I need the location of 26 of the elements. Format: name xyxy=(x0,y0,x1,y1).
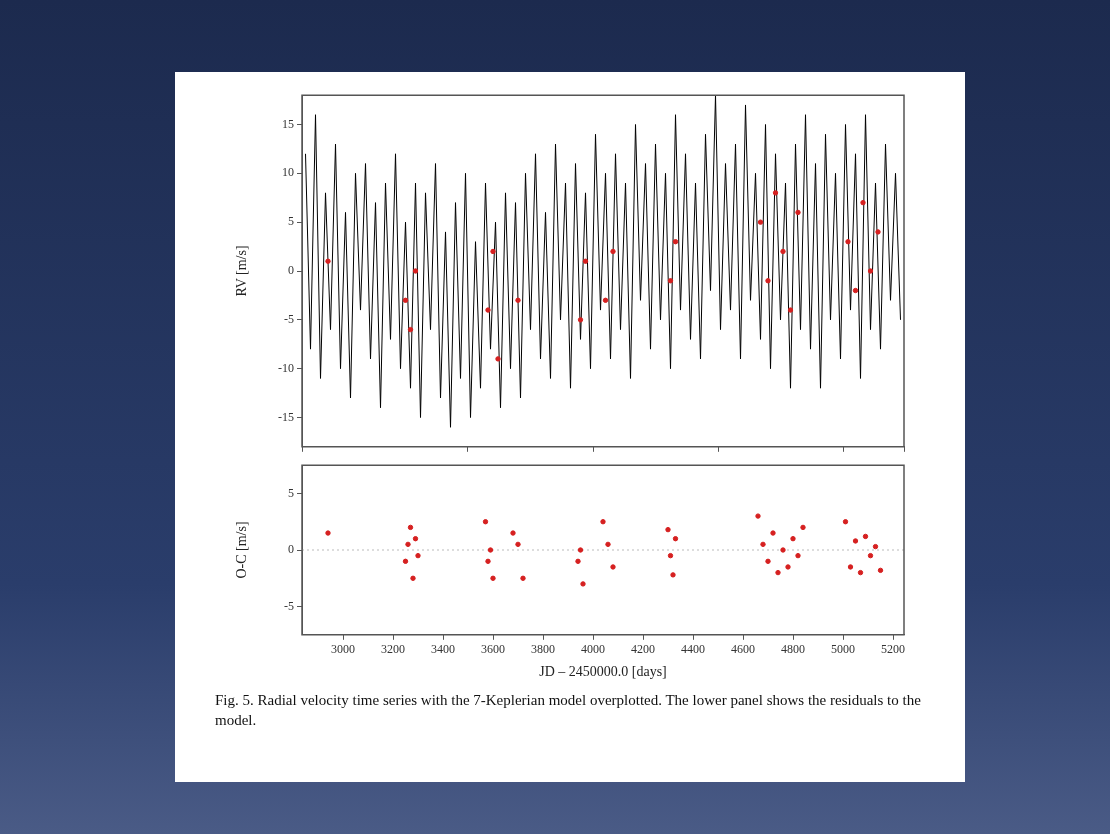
x-tick-label: 5000 xyxy=(831,642,855,657)
x-tick-label: 3800 xyxy=(531,642,555,657)
y-tick-label: -10 xyxy=(278,360,294,375)
y-tick-label: 5 xyxy=(288,214,294,229)
x-tick-label: 3600 xyxy=(481,642,505,657)
y-tick-label: 5 xyxy=(288,485,294,500)
y-tick-label: 0 xyxy=(288,542,294,557)
y-tick-label: 0 xyxy=(288,263,294,278)
y-axis-title: O-C [m/s] xyxy=(234,521,250,579)
y-tick-label: 15 xyxy=(282,116,294,131)
y-axis-title: RV [m/s] xyxy=(234,245,250,297)
x-tick-label: 3000 xyxy=(331,642,355,657)
caption: Fig. 5. Radial velocity time series with the 7-Keplerian model overplotted. The lower panel shows the residuals to the model. xyxy=(215,691,922,730)
x-tick-label: 4200 xyxy=(631,642,655,657)
y-tick-label: -5 xyxy=(284,311,294,326)
x-axis-title: JD – 2450000.0 [days] xyxy=(539,664,667,680)
x-tick-label: 3200 xyxy=(381,642,405,657)
y-tick-label: -5 xyxy=(284,598,294,613)
x-tick-label: 4000 xyxy=(581,642,605,657)
x-tick-label: 4400 xyxy=(681,642,705,657)
y-tick-label: -15 xyxy=(278,409,294,424)
y-tick-label: 10 xyxy=(282,165,294,180)
x-tick-label: 5200 xyxy=(881,642,905,657)
x-tick-label: 4800 xyxy=(781,642,805,657)
x-tick-label: 3400 xyxy=(431,642,455,657)
x-tick-label: 4600 xyxy=(731,642,755,657)
